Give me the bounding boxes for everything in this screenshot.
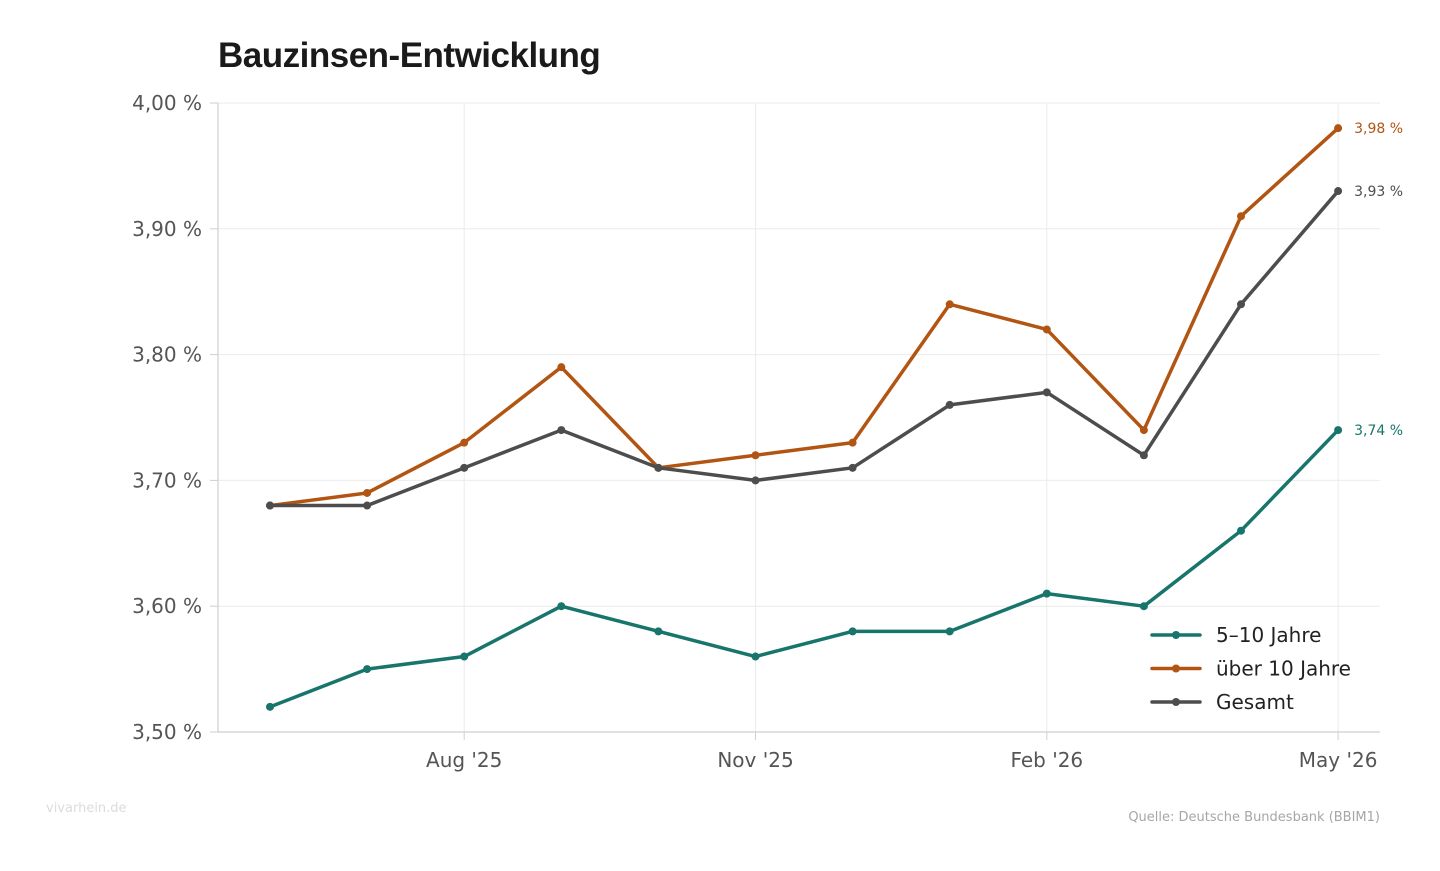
x-tick-label: Feb '26 xyxy=(1010,748,1083,772)
series-total-point xyxy=(848,463,857,472)
series-over-10-point xyxy=(460,438,469,447)
gridlines xyxy=(218,102,1380,732)
series-5-10-point xyxy=(751,652,760,661)
series-total-point xyxy=(363,501,372,510)
legend-label: 5–10 Jahre xyxy=(1216,623,1321,647)
series-over-10-point xyxy=(1139,426,1148,435)
series-5-10-point xyxy=(460,652,469,661)
series-5-10-point xyxy=(1139,602,1148,611)
series-total-point xyxy=(654,463,663,472)
series-5-10-point xyxy=(363,665,372,674)
series-total-end-label: 3,93 % xyxy=(1354,184,1403,200)
series-over-10-end-label: 3,98 % xyxy=(1354,121,1403,137)
y-tick-label: 3,70 % xyxy=(132,468,202,492)
end-value-labels: 3,74 % 3,98 % 3,93 % xyxy=(1354,121,1403,439)
series-5-10-point xyxy=(848,627,857,636)
series-total-point xyxy=(945,400,954,409)
series-5-10-point xyxy=(557,602,566,611)
series-total-point xyxy=(1237,300,1245,309)
series-over-10-point xyxy=(1334,124,1343,133)
legend-swatch-marker xyxy=(1172,664,1180,673)
series-5-10-point xyxy=(266,702,274,711)
x-tick-label: May '26 xyxy=(1299,748,1378,772)
series-over-10-line xyxy=(268,126,1340,508)
series-over-10-point xyxy=(1237,212,1245,221)
series-total-point xyxy=(1334,187,1343,196)
series-5-10-point xyxy=(654,627,663,636)
legend-swatch-marker xyxy=(1172,631,1180,639)
series-5-10-point xyxy=(1042,589,1051,598)
series-over-10-point xyxy=(557,363,566,372)
chart-title: Bauzinsen-Entwicklung xyxy=(218,36,601,75)
series-total-point xyxy=(1139,451,1148,460)
series-over-10-point xyxy=(945,300,954,309)
y-tick-label: 4,00 % xyxy=(132,91,202,115)
series-over-10-point xyxy=(751,451,760,460)
legend: 5–10 Jahre über 10 Jahre Gesamt xyxy=(1150,623,1351,714)
series-5-10-point xyxy=(1237,526,1245,535)
series-5-10-line xyxy=(268,428,1340,709)
y-tick-label: 3,50 % xyxy=(132,720,202,744)
legend-label: Gesamt xyxy=(1216,690,1294,714)
legend-swatch-marker xyxy=(1172,698,1180,706)
legend-label: über 10 Jahre xyxy=(1216,657,1351,681)
series-over-10-point xyxy=(363,488,372,497)
x-axis-ticks: Aug '25 Nov '25 Feb '26 May '26 xyxy=(426,732,1377,772)
series-total-line xyxy=(268,189,1340,508)
y-tick-label: 3,80 % xyxy=(132,343,202,367)
series-total-point xyxy=(557,426,566,435)
axes xyxy=(217,103,1380,733)
watermark: vivarhein.de xyxy=(46,801,127,816)
series-total-point xyxy=(266,501,274,510)
x-tick-label: Aug '25 xyxy=(426,748,502,772)
series-5-10-point xyxy=(945,627,954,636)
x-tick-label: Nov '25 xyxy=(717,748,793,772)
y-axis-ticks: 3,50 % 3,60 % 3,70 % 3,80 % 3,90 % 4,00 % xyxy=(132,91,218,744)
series-over-10-point xyxy=(1042,325,1051,334)
y-tick-label: 3,60 % xyxy=(132,594,202,618)
series-total-point xyxy=(751,476,760,485)
series-over-10-point xyxy=(848,438,857,447)
series-5-10-point xyxy=(1334,426,1343,435)
source-note: Quelle: Deutsche Bundesbank (BBIM1) xyxy=(1128,810,1380,825)
series-5-10-end-label: 3,74 % xyxy=(1354,423,1403,439)
series-total-point xyxy=(1042,388,1051,397)
series-total-point xyxy=(460,463,469,472)
y-tick-label: 3,90 % xyxy=(132,217,202,241)
series-lines xyxy=(266,124,1343,711)
